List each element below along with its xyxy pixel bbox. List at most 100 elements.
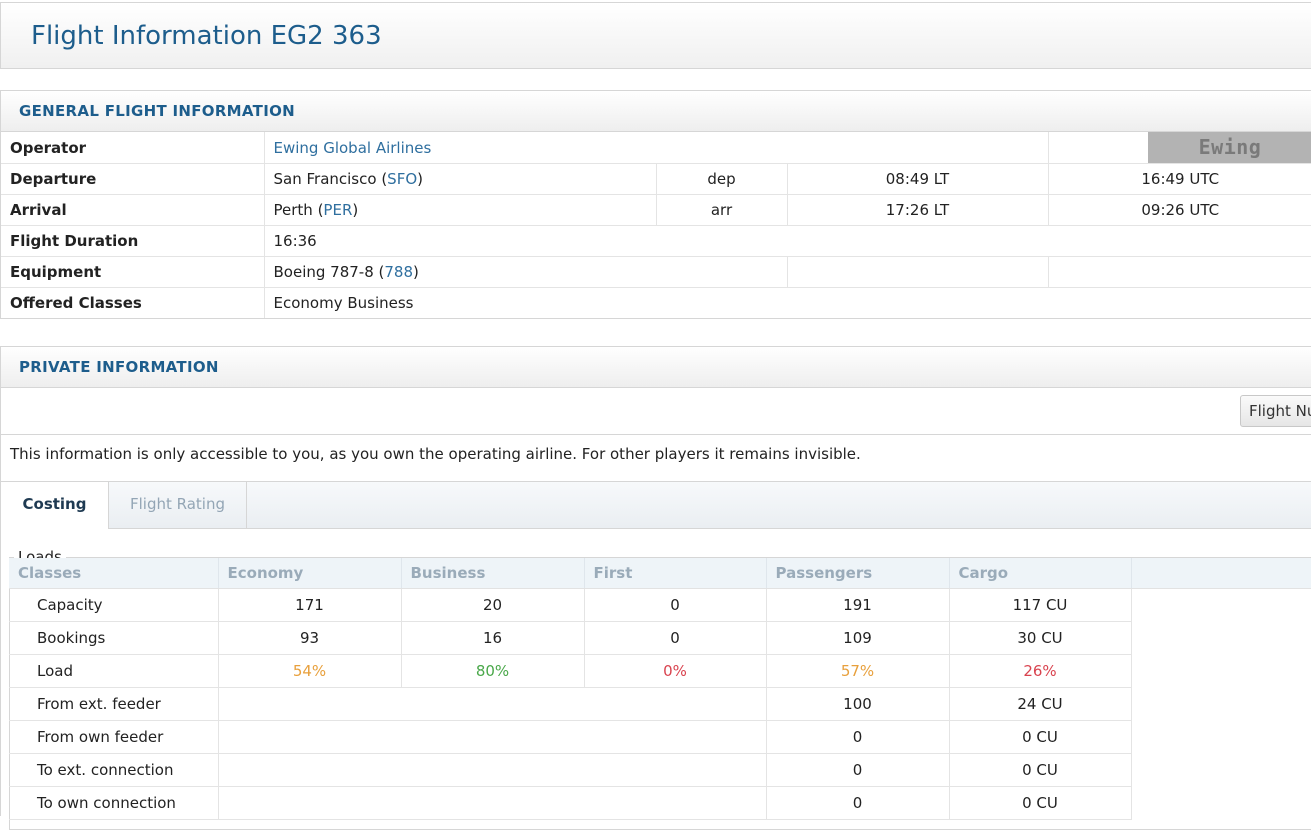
empty-class-cells [218,687,767,721]
private-toolbar: Flight Nu [1,388,1311,435]
departure-utc-time: 16:49 UTC [1048,163,1311,195]
row-label: To own connection [9,786,219,820]
departure-city: San Francisco [273,170,377,188]
cargo-value: 24 CU [949,687,1132,721]
header-business: Business [401,558,585,589]
row-label: Load [9,654,219,688]
filler-cell [1131,754,1311,787]
duration-row: Flight Duration 16:36 [1,225,1311,257]
equipment-value: Boeing 787-8 (788) [264,256,788,288]
table-row: Load 54% 80% 0% 57% 26% [9,654,1311,688]
page-header: Flight Information EG2 363 [0,2,1311,69]
row-label: Capacity [9,588,219,622]
cargo-value: 117 CU [949,588,1132,622]
header-cargo: Cargo [949,558,1132,589]
arrival-code-link[interactable]: PER [323,201,353,219]
passengers-load: 57% [766,654,950,688]
equipment-empty-cell [1048,256,1311,288]
filler-cell [1131,589,1311,622]
equipment-code-link[interactable]: 788 [384,263,414,281]
row-label: To ext. connection [9,753,219,787]
arrival-local-time: 17:26 LT [787,194,1049,226]
loads-table: Classes Economy Business First Passenger… [9,558,1311,820]
general-info-header: GENERAL FLIGHT INFORMATION [1,91,1311,132]
loads-header-row: Classes Economy Business First Passenger… [9,558,1311,589]
row-label: From ext. feeder [9,687,219,721]
classes-value: Economy Business [273,294,414,312]
business-value: 16 [401,621,585,655]
general-info-table: Operator Ewing Global Airlines Ewing Dep… [1,132,1311,318]
equipment-row: Equipment Boeing 787-8 (788) [1,256,1311,288]
table-row: Bookings 93 16 0 109 30 CU [9,621,1311,655]
arrival-utc-time: 09:26 UTC [1048,194,1311,226]
departure-airport: San Francisco (SFO) [264,163,657,195]
operator-row: Operator Ewing Global Airlines Ewing [1,132,1311,164]
business-value: 20 [401,588,585,622]
table-row: From own feeder 0 0 CU [9,720,1311,754]
arrival-city: Perth [273,201,313,219]
filler-cell [1131,787,1311,820]
header-filler [1131,558,1311,589]
filler-cell [1131,688,1311,721]
tab-flight-rating[interactable]: Flight Rating [109,482,247,528]
row-label: Bookings [9,621,219,655]
economy-value: 171 [218,588,402,622]
table-row: To own connection 0 0 CU [9,786,1311,820]
first-value: 0 [584,621,767,655]
cargo-value: 30 CU [949,621,1132,655]
equipment-image-cell [787,256,1049,288]
cargo-value: 0 CU [949,786,1132,820]
passengers-value: 109 [766,621,950,655]
arrival-airport: Perth (PER) [264,194,657,226]
operator-cell: Ewing Global Airlines [264,132,1049,164]
filler-cell [1131,721,1311,754]
arrival-row: Arrival Perth (PER) arr 17:26 LT 09:26 U… [1,194,1311,226]
first-load: 0% [584,654,767,688]
passengers-value: 191 [766,588,950,622]
cargo-value: 0 CU [949,753,1132,787]
header-classes: Classes [9,558,219,589]
operator-logo-cell: Ewing [1048,132,1311,164]
operator-link[interactable]: Ewing Global Airlines [273,138,432,157]
table-row: From ext. feeder 100 24 CU [9,687,1311,721]
airline-logo: Ewing [1148,132,1311,163]
cargo-load: 26% [949,654,1132,688]
table-row: To ext. connection 0 0 CU [9,753,1311,787]
flight-number-button[interactable]: Flight Nu [1240,395,1311,427]
empty-class-cells [218,786,767,820]
empty-class-cells [218,753,767,787]
header-passengers: Passengers [766,558,950,589]
header-first: First [584,558,767,589]
passengers-value: 0 [766,720,950,754]
classes-row: Offered Classes Economy Business [1,287,1311,318]
header-economy: Economy [218,558,402,589]
equipment-label: Equipment [1,256,265,288]
page-title: Flight Information EG2 363 [31,21,382,51]
passengers-value: 0 [766,786,950,820]
arrival-type: arr [656,194,788,226]
first-value: 0 [584,588,767,622]
departure-code-link[interactable]: SFO [387,170,418,188]
classes-label: Offered Classes [1,287,265,318]
filler-cell [1131,655,1311,688]
filler-cell [1131,622,1311,655]
row-label: From own feeder [9,720,219,754]
private-info-header: PRIVATE INFORMATION [1,347,1311,388]
departure-type: dep [656,163,788,195]
economy-value: 93 [218,621,402,655]
arrival-label: Arrival [1,194,265,226]
cargo-value: 0 CU [949,720,1132,754]
business-load: 80% [401,654,585,688]
operator-label: Operator [1,132,265,164]
general-info-heading: GENERAL FLIGHT INFORMATION [19,102,295,120]
departure-local-time: 08:49 LT [787,163,1049,195]
duration-value: 16:36 [264,225,1311,257]
privacy-notice: This information is only accessible to y… [1,435,1311,482]
departure-row: Departure San Francisco (SFO) dep 08:49 … [1,163,1311,195]
general-info-section: GENERAL FLIGHT INFORMATION Operator Ewin… [0,90,1311,319]
passengers-value: 0 [766,753,950,787]
private-info-heading: PRIVATE INFORMATION [19,358,219,376]
duration-label: Flight Duration [1,225,265,257]
economy-load: 54% [218,654,402,688]
tab-costing[interactable]: Costing [1,482,109,529]
